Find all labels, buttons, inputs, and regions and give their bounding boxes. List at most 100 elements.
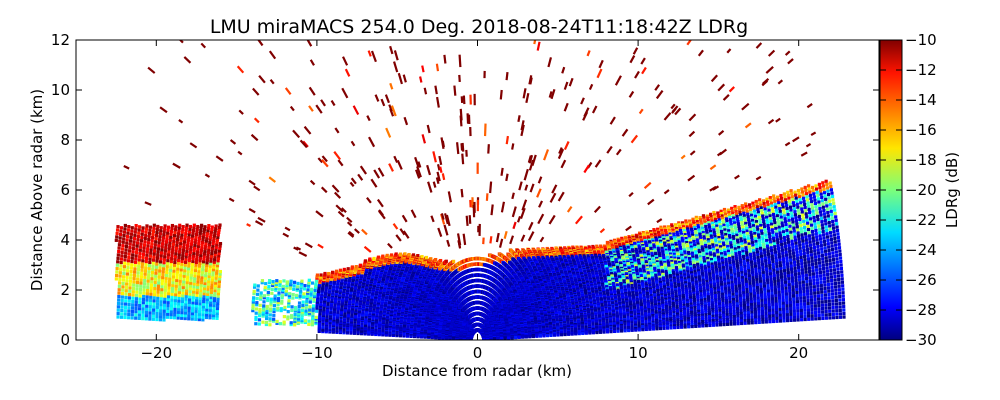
ldr-cell [216, 235, 220, 239]
ldr-cell [165, 267, 169, 272]
ldr-cell [144, 233, 148, 237]
ldr-cell [152, 255, 156, 259]
ldr-cell [152, 226, 156, 230]
ldr-cell [121, 285, 125, 289]
ldr-cell [187, 258, 191, 263]
ldr-cell [131, 250, 135, 254]
ldr-cell [164, 276, 168, 280]
ldr-cell [139, 281, 143, 285]
ldr-cell [215, 266, 219, 270]
ldr-cell [148, 298, 153, 302]
ldr-cell [210, 285, 214, 289]
ldr-cell [155, 305, 159, 309]
ldr-cell [282, 279, 286, 283]
ldr-cell [202, 257, 206, 261]
ldr-cell [206, 250, 210, 255]
ldr-cell [155, 230, 159, 235]
ldr-cell [151, 264, 155, 268]
ldr-cell [268, 309, 273, 313]
ldr-cell [134, 306, 138, 311]
ldr-cell [165, 270, 169, 275]
ldr-cell [300, 281, 304, 285]
ldr-cell [194, 315, 198, 319]
ldr-cell [281, 286, 285, 290]
ldr-cell [155, 308, 159, 312]
ldr-cell [268, 319, 272, 323]
ldr-cell [163, 227, 167, 231]
ldr-cell [124, 292, 128, 296]
ldr-cell [202, 289, 206, 293]
ldr-cell [212, 263, 216, 267]
ldr-cell [159, 306, 163, 310]
ldr-cell [389, 253, 394, 257]
ldr-cell [178, 223, 182, 227]
ldr-cell [310, 321, 315, 325]
ldr-cell [126, 228, 130, 232]
ldr-cell [194, 307, 198, 311]
ldr-cell [293, 321, 297, 325]
ldr-cell [122, 230, 127, 234]
ldr-cell [186, 241, 190, 245]
ldr-cell [292, 284, 296, 288]
ldr-cell [194, 238, 198, 242]
ldr-cell [179, 239, 183, 243]
ldr-cell [213, 255, 217, 259]
ldr-cell [166, 297, 170, 302]
ldr-cell [145, 224, 149, 228]
ldr-cell [134, 300, 138, 304]
ldr-cell [190, 270, 194, 274]
ldr-cell [184, 294, 188, 298]
ldr-cell [281, 284, 285, 289]
ldr-cell [142, 243, 147, 247]
ldr-cell [172, 233, 177, 238]
ldr-cell [267, 280, 271, 285]
ldr-cell [127, 249, 132, 253]
ldr-cell [195, 258, 199, 262]
ldr-cell [166, 228, 170, 232]
ldr-cell [124, 244, 128, 249]
ldr-cell [180, 316, 184, 320]
ldr-cell [217, 230, 221, 235]
ldr-cell [346, 267, 350, 271]
ldr-cell [277, 287, 282, 291]
ldr-cell [158, 315, 163, 319]
ldr-cell [191, 228, 196, 233]
ldr-cell [127, 296, 132, 300]
ldr-cell [314, 279, 319, 283]
ldr-cell [162, 233, 166, 237]
ldr-cell [164, 243, 168, 247]
ldr-cell [160, 245, 164, 249]
ldr-cell [206, 287, 210, 291]
ldr-cell [262, 304, 266, 308]
ldr-cell [289, 314, 294, 318]
ldr-cell [187, 300, 192, 304]
ldr-cell [183, 237, 187, 241]
ldr-cell [142, 285, 146, 289]
ldr-cell [161, 270, 165, 274]
ldr-cell [126, 259, 131, 263]
ldr-cell [287, 299, 291, 303]
ldr-cell [372, 256, 376, 261]
ldr-cell [143, 278, 147, 283]
ldr-cell [166, 253, 171, 257]
ldr-cell [120, 254, 124, 258]
ldr-cell [129, 276, 133, 280]
ldr-cell [260, 281, 264, 285]
ldr-cell [308, 300, 312, 304]
ldr-cell [122, 233, 126, 238]
ldr-cell [194, 266, 198, 270]
ldr-cell [218, 277, 222, 281]
ldr-cell [302, 292, 306, 296]
ldr-cell [186, 244, 190, 248]
ldr-cell [176, 261, 180, 265]
ldr-cell [124, 289, 128, 293]
ldr-cell [210, 283, 214, 287]
ldr-cell [116, 253, 120, 257]
ldr-cell [185, 278, 190, 282]
ldr-cell [354, 265, 358, 269]
ldr-cell [135, 244, 139, 248]
ldr-cell [300, 279, 304, 283]
ldr-cell [161, 242, 165, 246]
ldr-cell [127, 299, 131, 303]
ldr-cell [282, 315, 287, 319]
